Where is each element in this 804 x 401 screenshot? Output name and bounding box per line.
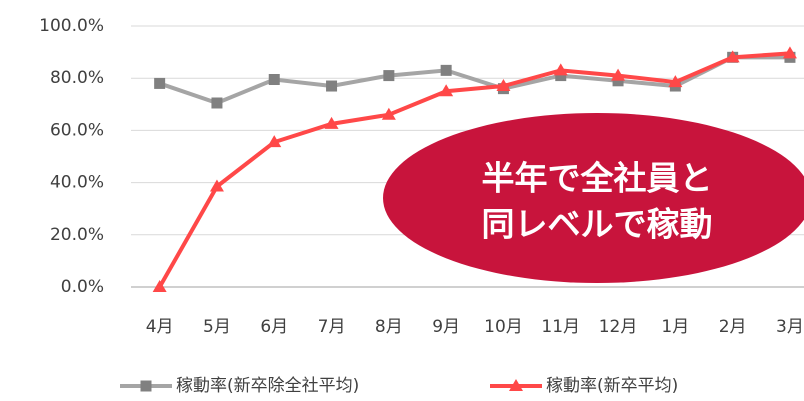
legend-label: 稼動率(新卒除全社平均): [176, 376, 359, 396]
marker: [267, 135, 282, 148]
x-tick-label: 3月: [776, 317, 804, 337]
x-tick-label: 4月: [146, 317, 174, 337]
marker: [152, 280, 167, 292]
x-tick-label: 7月: [318, 317, 346, 337]
annotation-bubble: [383, 113, 804, 283]
marker: [381, 107, 396, 120]
marker: [324, 116, 339, 129]
x-tick-label: 12月: [599, 317, 638, 337]
x-tick-label: 11月: [541, 317, 580, 337]
marker: [154, 77, 166, 89]
marker: [553, 63, 568, 76]
marker: [211, 97, 223, 109]
y-tick-label: 40.0%: [50, 173, 104, 193]
marker: [209, 179, 224, 192]
x-tick-label: 9月: [432, 317, 460, 337]
marker: [439, 84, 454, 97]
x-tick-label: 6月: [260, 317, 288, 337]
marker: [782, 46, 797, 59]
marker: [326, 80, 338, 92]
legend-item: 稼動率(新卒平均): [490, 376, 678, 396]
marker: [555, 70, 567, 82]
y-tick-label: 20.0%: [50, 225, 104, 245]
marker: [440, 64, 452, 76]
legend-item: 稼動率(新卒除全社平均): [120, 376, 359, 396]
annotation-text: 半年で全社員と: [482, 159, 713, 198]
y-tick-label: 100.0%: [39, 16, 104, 36]
y-tick-label: 0.0%: [61, 277, 104, 297]
legend-label: 稼動率(新卒平均): [546, 376, 678, 396]
marker: [268, 74, 280, 86]
marker: [668, 75, 683, 88]
marker: [612, 75, 624, 87]
marker: [725, 50, 740, 63]
y-tick-label: 80.0%: [50, 68, 104, 88]
y-tick-label: 60.0%: [50, 120, 104, 140]
x-tick-label: 10月: [484, 317, 523, 337]
series-line: [159, 55, 790, 106]
x-tick-label: 1月: [661, 317, 689, 337]
marker: [611, 68, 626, 81]
x-tick-label: 2月: [719, 317, 747, 337]
series-line: [157, 51, 791, 288]
marker: [509, 379, 523, 391]
marker: [496, 79, 511, 92]
marker: [383, 70, 395, 82]
annotation-text: 同レベルで稼動: [482, 205, 713, 244]
x-tick-label: 5月: [203, 317, 231, 337]
x-tick-label: 8月: [375, 317, 403, 337]
marker: [140, 380, 152, 392]
